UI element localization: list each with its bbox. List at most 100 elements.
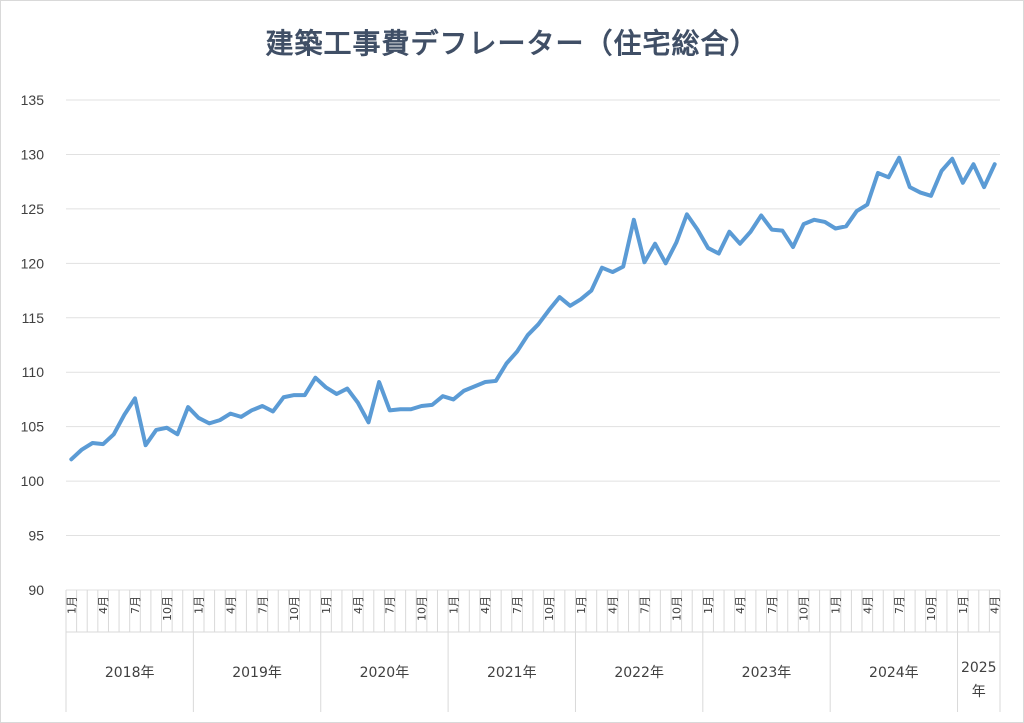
month-tick-label: 10月 [161, 596, 174, 621]
x-axis: 1月 4月 7月 10月 1月 4月 7月 10月 1月 4月 7月 10月 1月 4月 7月 10月 1月 4月… [65, 590, 1002, 712]
data-point [918, 191, 922, 195]
data-point [642, 260, 646, 264]
month-tick-label: 1月 [957, 596, 970, 614]
month-tick-label: 7月 [511, 596, 524, 614]
month-tick-label: 7月 [638, 596, 651, 614]
data-point [674, 241, 678, 245]
data-point [165, 426, 169, 430]
data-point [950, 157, 954, 161]
month-tick-label: 4月 [989, 596, 1002, 614]
data-point [823, 220, 827, 224]
data-point [398, 407, 402, 411]
data-point [526, 333, 530, 337]
y-tick-label: 95 [28, 528, 44, 544]
data-point [759, 213, 763, 217]
y-tick-label: 110 [22, 364, 45, 380]
month-tick-label: 10月 [925, 596, 938, 621]
month-tick-label: 1月 [320, 596, 333, 614]
data-point [69, 457, 73, 461]
year-label: 2025 年 [961, 660, 997, 700]
data-point [271, 409, 275, 413]
data-point [133, 396, 137, 400]
y-tick-label: 115 [22, 310, 45, 326]
data-point [653, 242, 657, 246]
data-point [717, 252, 721, 256]
data-point [101, 442, 105, 446]
data-point [589, 289, 593, 293]
data-point [229, 412, 233, 416]
data-point [568, 304, 572, 308]
data-point [207, 421, 211, 425]
data-point [887, 175, 891, 179]
month-tick-label: 1月 [65, 596, 78, 614]
data-point [483, 380, 487, 384]
data-point [802, 222, 806, 226]
y-tick-label: 125 [21, 201, 45, 217]
data-point [292, 393, 296, 397]
data-point [218, 418, 222, 422]
month-tick-label: 1月 [702, 596, 715, 614]
month-tick-label: 7月 [893, 596, 906, 614]
data-point [611, 270, 615, 274]
data-point [738, 242, 742, 246]
data-point [462, 389, 466, 393]
data-point [632, 218, 636, 222]
data-point [600, 266, 604, 270]
data-point [154, 428, 158, 432]
data-point [791, 245, 795, 249]
data-point [685, 212, 689, 216]
data-point [780, 229, 784, 233]
y-tick-label: 105 [21, 419, 45, 435]
data-point [504, 362, 508, 366]
month-tick-label: 10月 [670, 596, 683, 621]
data-point [982, 185, 986, 189]
month-tick-label: 4月 [225, 596, 238, 614]
month-tick-label: 1月 [575, 596, 588, 614]
month-tick-label: 7月 [766, 596, 779, 614]
data-point [144, 443, 148, 447]
year-label: 2018年 [105, 665, 155, 681]
data-point [706, 246, 710, 250]
data-point [420, 404, 424, 408]
month-tick-label: 4月 [352, 596, 365, 614]
month-tick-label: 7月 [129, 596, 142, 614]
data-point [897, 156, 901, 160]
data-point [961, 181, 965, 185]
month-tick-label: 1月 [829, 596, 842, 614]
data-point [908, 185, 912, 189]
data-point [473, 384, 477, 388]
y-axis-ticks: 90 95 100 105 110 115 120 125 130 135 [21, 92, 45, 598]
month-tick-label: 4月 [861, 596, 874, 614]
month-tick-label: 10月 [416, 596, 429, 621]
data-point [409, 407, 413, 411]
month-tick-label: 10月 [288, 596, 301, 621]
data-point [80, 448, 84, 452]
y-tick-label: 130 [21, 146, 45, 162]
data-point [993, 162, 997, 166]
month-tick-label: 1月 [447, 596, 460, 614]
data-point [441, 394, 445, 398]
data-point [812, 218, 816, 222]
data-point [664, 261, 668, 265]
y-tick-label: 100 [21, 473, 45, 489]
series-group [69, 155, 997, 462]
series-line [69, 155, 997, 462]
month-tick-label: 10月 [543, 596, 556, 621]
gridlines [66, 99, 1000, 591]
data-point [940, 169, 944, 173]
data-point [696, 228, 700, 232]
data-point [929, 194, 933, 198]
chart-title: 建築工事費デフレーター（住宅総合） [265, 27, 759, 60]
year-label: 2024年 [869, 665, 919, 681]
data-point [536, 322, 540, 326]
data-point [303, 393, 307, 397]
data-point [727, 230, 731, 234]
data-point [112, 432, 116, 436]
month-tick-label: 4月 [479, 596, 492, 614]
data-point [621, 265, 625, 269]
data-point [515, 350, 519, 354]
data-point [971, 162, 975, 166]
data-point [197, 416, 201, 420]
data-point [430, 403, 434, 407]
year-label: 2021年 [487, 665, 537, 681]
